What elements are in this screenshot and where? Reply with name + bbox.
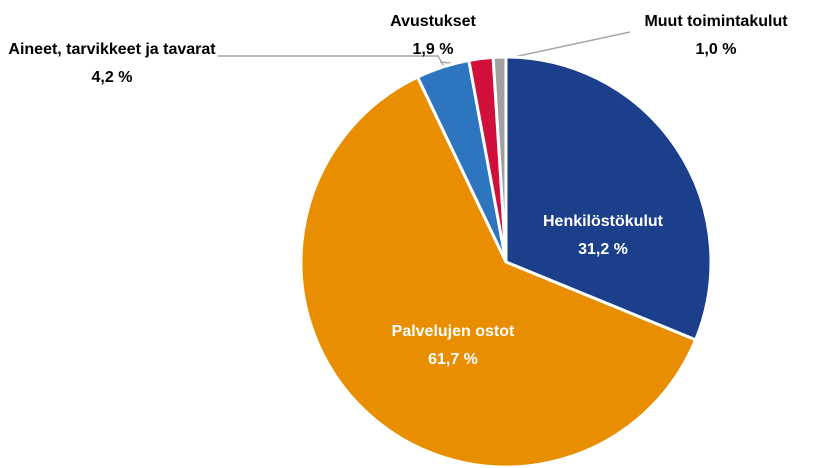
value-label: 1,9 % [412, 41, 454, 58]
category-label: Aineet, tarvikkeet ja tavarat [8, 41, 216, 58]
pie-slice [491, 55, 508, 263]
leader-line [499, 31, 631, 61]
slice-label: Aineet, tarvikkeet ja tavarat 4,2 % [2, 36, 222, 92]
slice-label: Avustukset 1,9 % [363, 8, 503, 64]
category-label: Palvelujen ostot [391, 323, 515, 340]
slice-label: Muut toimintakulut 1,0 % [616, 8, 816, 64]
value-label: 1,0 % [695, 41, 737, 58]
slice-label: Palvelujen ostot 61,7 % [353, 318, 553, 374]
value-label: 4,2 % [91, 69, 133, 86]
value-label: 31,2 % [578, 241, 628, 258]
value-label: 61,7 % [428, 351, 478, 368]
pie-slice [504, 55, 713, 342]
category-label: Henkilöstökulut [542, 213, 663, 230]
category-label: Avustukset [390, 13, 476, 30]
pie-slice [299, 75, 698, 468]
slice-label: Henkilöstökulut 31,2 % [503, 208, 703, 264]
category-label: Muut toimintakulut [644, 13, 788, 30]
